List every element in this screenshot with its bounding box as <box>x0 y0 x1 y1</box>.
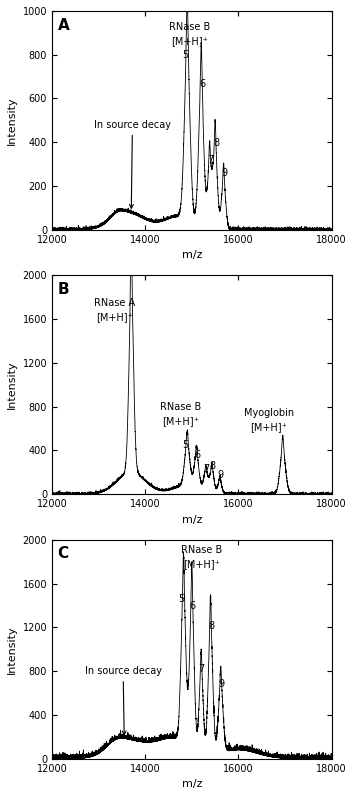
Text: RNase B: RNase B <box>160 402 201 412</box>
Text: 8: 8 <box>213 138 219 148</box>
Y-axis label: Intensity: Intensity <box>7 96 17 145</box>
Text: [M+H]⁺: [M+H]⁺ <box>162 416 199 427</box>
Text: 7: 7 <box>207 155 213 166</box>
Text: 7: 7 <box>203 464 209 474</box>
Text: RNase B: RNase B <box>169 21 210 32</box>
Text: B: B <box>58 282 69 297</box>
Text: [M+H]⁺: [M+H]⁺ <box>250 422 287 432</box>
Text: Myoglobin: Myoglobin <box>244 408 294 418</box>
Text: In source decay: In source decay <box>94 119 171 209</box>
Y-axis label: Intensity: Intensity <box>7 361 17 409</box>
Text: [M+H]⁺: [M+H]⁺ <box>183 560 219 569</box>
Text: 9: 9 <box>219 679 225 689</box>
Text: 7: 7 <box>199 665 205 674</box>
X-axis label: m/z: m/z <box>182 515 202 525</box>
Text: 6: 6 <box>194 451 200 460</box>
Text: In source decay: In source decay <box>85 666 162 735</box>
Text: 9: 9 <box>217 470 224 480</box>
Text: 5: 5 <box>178 595 184 604</box>
X-axis label: m/z: m/z <box>182 250 202 260</box>
X-axis label: m/z: m/z <box>182 779 202 789</box>
Text: RNase A: RNase A <box>95 298 136 308</box>
Text: [M+H]⁺: [M+H]⁺ <box>171 36 208 46</box>
Text: 8: 8 <box>209 621 215 630</box>
Text: 9: 9 <box>222 169 228 178</box>
Text: C: C <box>58 546 69 561</box>
Text: 6: 6 <box>190 601 196 611</box>
Text: 5: 5 <box>182 440 188 451</box>
Y-axis label: Intensity: Intensity <box>7 625 17 673</box>
Text: [M+H]⁺: [M+H]⁺ <box>97 312 133 322</box>
Text: RNase B: RNase B <box>181 545 222 556</box>
Text: 5: 5 <box>182 50 188 60</box>
Text: 8: 8 <box>210 461 216 470</box>
Text: A: A <box>58 18 69 33</box>
Text: 6: 6 <box>199 79 205 88</box>
